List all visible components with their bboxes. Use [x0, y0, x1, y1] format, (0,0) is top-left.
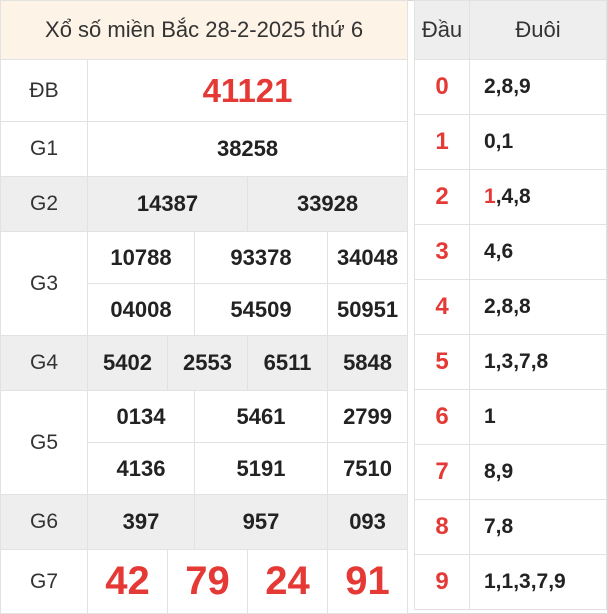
prize-label-g2: G2: [0, 176, 88, 232]
third-prize-number: 50951: [326, 283, 409, 336]
fifth-prize-number: 0134: [87, 390, 195, 443]
third-prize-number: 93378: [194, 231, 328, 284]
loto-tail: 8,9: [469, 444, 607, 500]
loto-tail-values: ,4,8: [495, 185, 531, 208]
loto-head: 1: [414, 114, 470, 170]
prize-label-g6: G6: [0, 494, 88, 550]
loto-tail: 2,8,9: [469, 59, 607, 115]
fifth-prize-number: 2799: [326, 390, 409, 443]
loto-tail: 1: [469, 389, 607, 445]
loto-head: 5: [414, 334, 470, 390]
loto-tail: 0,1: [469, 114, 607, 170]
loto-tail: 1,3,7,8: [469, 334, 607, 390]
loto-tail: 7,8: [469, 499, 607, 555]
fifth-prize-number: 7510: [326, 442, 409, 495]
sixth-prize-number: 957: [194, 494, 328, 550]
loto-tail-highlight: 1: [484, 185, 496, 208]
sixth-prize-number: 093: [326, 494, 409, 550]
fourth-prize-number: 6511: [247, 335, 328, 391]
loto-tail-values: 2,8,8: [484, 295, 531, 318]
loto-head-tail-table: Đầu Đuôi 0 2,8,9 1 0,1 2 1,4,8 3 4,6 4 2…: [414, 0, 607, 610]
page-title: Xổ số miền Bắc 28-2-2025 thứ 6: [0, 0, 409, 60]
prize-label-g5: G5: [0, 390, 88, 495]
loto-tail-values: 8,9: [484, 460, 514, 483]
loto-tail-values: 4,6: [484, 240, 514, 263]
third-prize-number: 04008: [87, 283, 195, 336]
prize-table: Xổ số miền Bắc 28-2-2025 thứ 6 ĐB 41121 …: [0, 0, 409, 614]
seventh-prize-number: 91: [326, 549, 409, 614]
third-prize-number: 54509: [194, 283, 328, 336]
loto-head: 2: [414, 169, 470, 225]
prize-label-db: ĐB: [0, 59, 88, 122]
loto-tail: 2,8,8: [469, 279, 607, 335]
loto-head: 9: [414, 554, 470, 610]
loto-tail: 4,6: [469, 224, 607, 280]
loto-tail-values: 2,8,9: [484, 75, 531, 98]
head-column-header: Đầu: [414, 0, 470, 60]
loto-head: 6: [414, 389, 470, 445]
special-prize-number: 41121: [86, 59, 409, 122]
loto-tail-values: 1,3,7,8: [484, 350, 549, 373]
loto-tail-values: 1,1,3,7,9: [484, 570, 566, 593]
loto-tail-values: 7,8: [484, 515, 514, 538]
third-prize-number: 10788: [87, 231, 195, 284]
seventh-prize-number: 24: [247, 549, 328, 614]
loto-head: 3: [414, 224, 470, 280]
tail-column-header: Đuôi: [469, 0, 607, 60]
second-prize-number: 33928: [246, 176, 409, 232]
third-prize-number: 34048: [326, 231, 409, 284]
loto-head: 0: [414, 59, 470, 115]
loto-tail: 1,1,3,7,9: [469, 554, 607, 610]
seventh-prize-number: 42: [87, 549, 168, 614]
fourth-prize-number: 5402: [87, 335, 168, 391]
loto-tail: 1,4,8: [469, 169, 607, 225]
loto-tail-values: 1: [484, 405, 496, 428]
seventh-prize-number: 79: [167, 549, 248, 614]
first-prize-number: 38258: [86, 121, 409, 177]
loto-tail-values: 0,1: [484, 130, 514, 153]
loto-head: 4: [414, 279, 470, 335]
loto-head: 8: [414, 499, 470, 555]
loto-head: 7: [414, 444, 470, 500]
fifth-prize-number: 5461: [194, 390, 328, 443]
sixth-prize-number: 397: [87, 494, 195, 550]
prize-label-g4: G4: [0, 335, 88, 391]
prize-label-g1: G1: [0, 121, 88, 177]
fourth-prize-number: 5848: [326, 335, 409, 391]
prize-label-g7: G7: [0, 549, 88, 614]
prize-label-g3: G3: [0, 231, 88, 336]
second-prize-number: 14387: [87, 176, 248, 232]
fifth-prize-number: 4136: [87, 442, 195, 495]
fourth-prize-number: 2553: [167, 335, 248, 391]
fifth-prize-number: 5191: [194, 442, 328, 495]
